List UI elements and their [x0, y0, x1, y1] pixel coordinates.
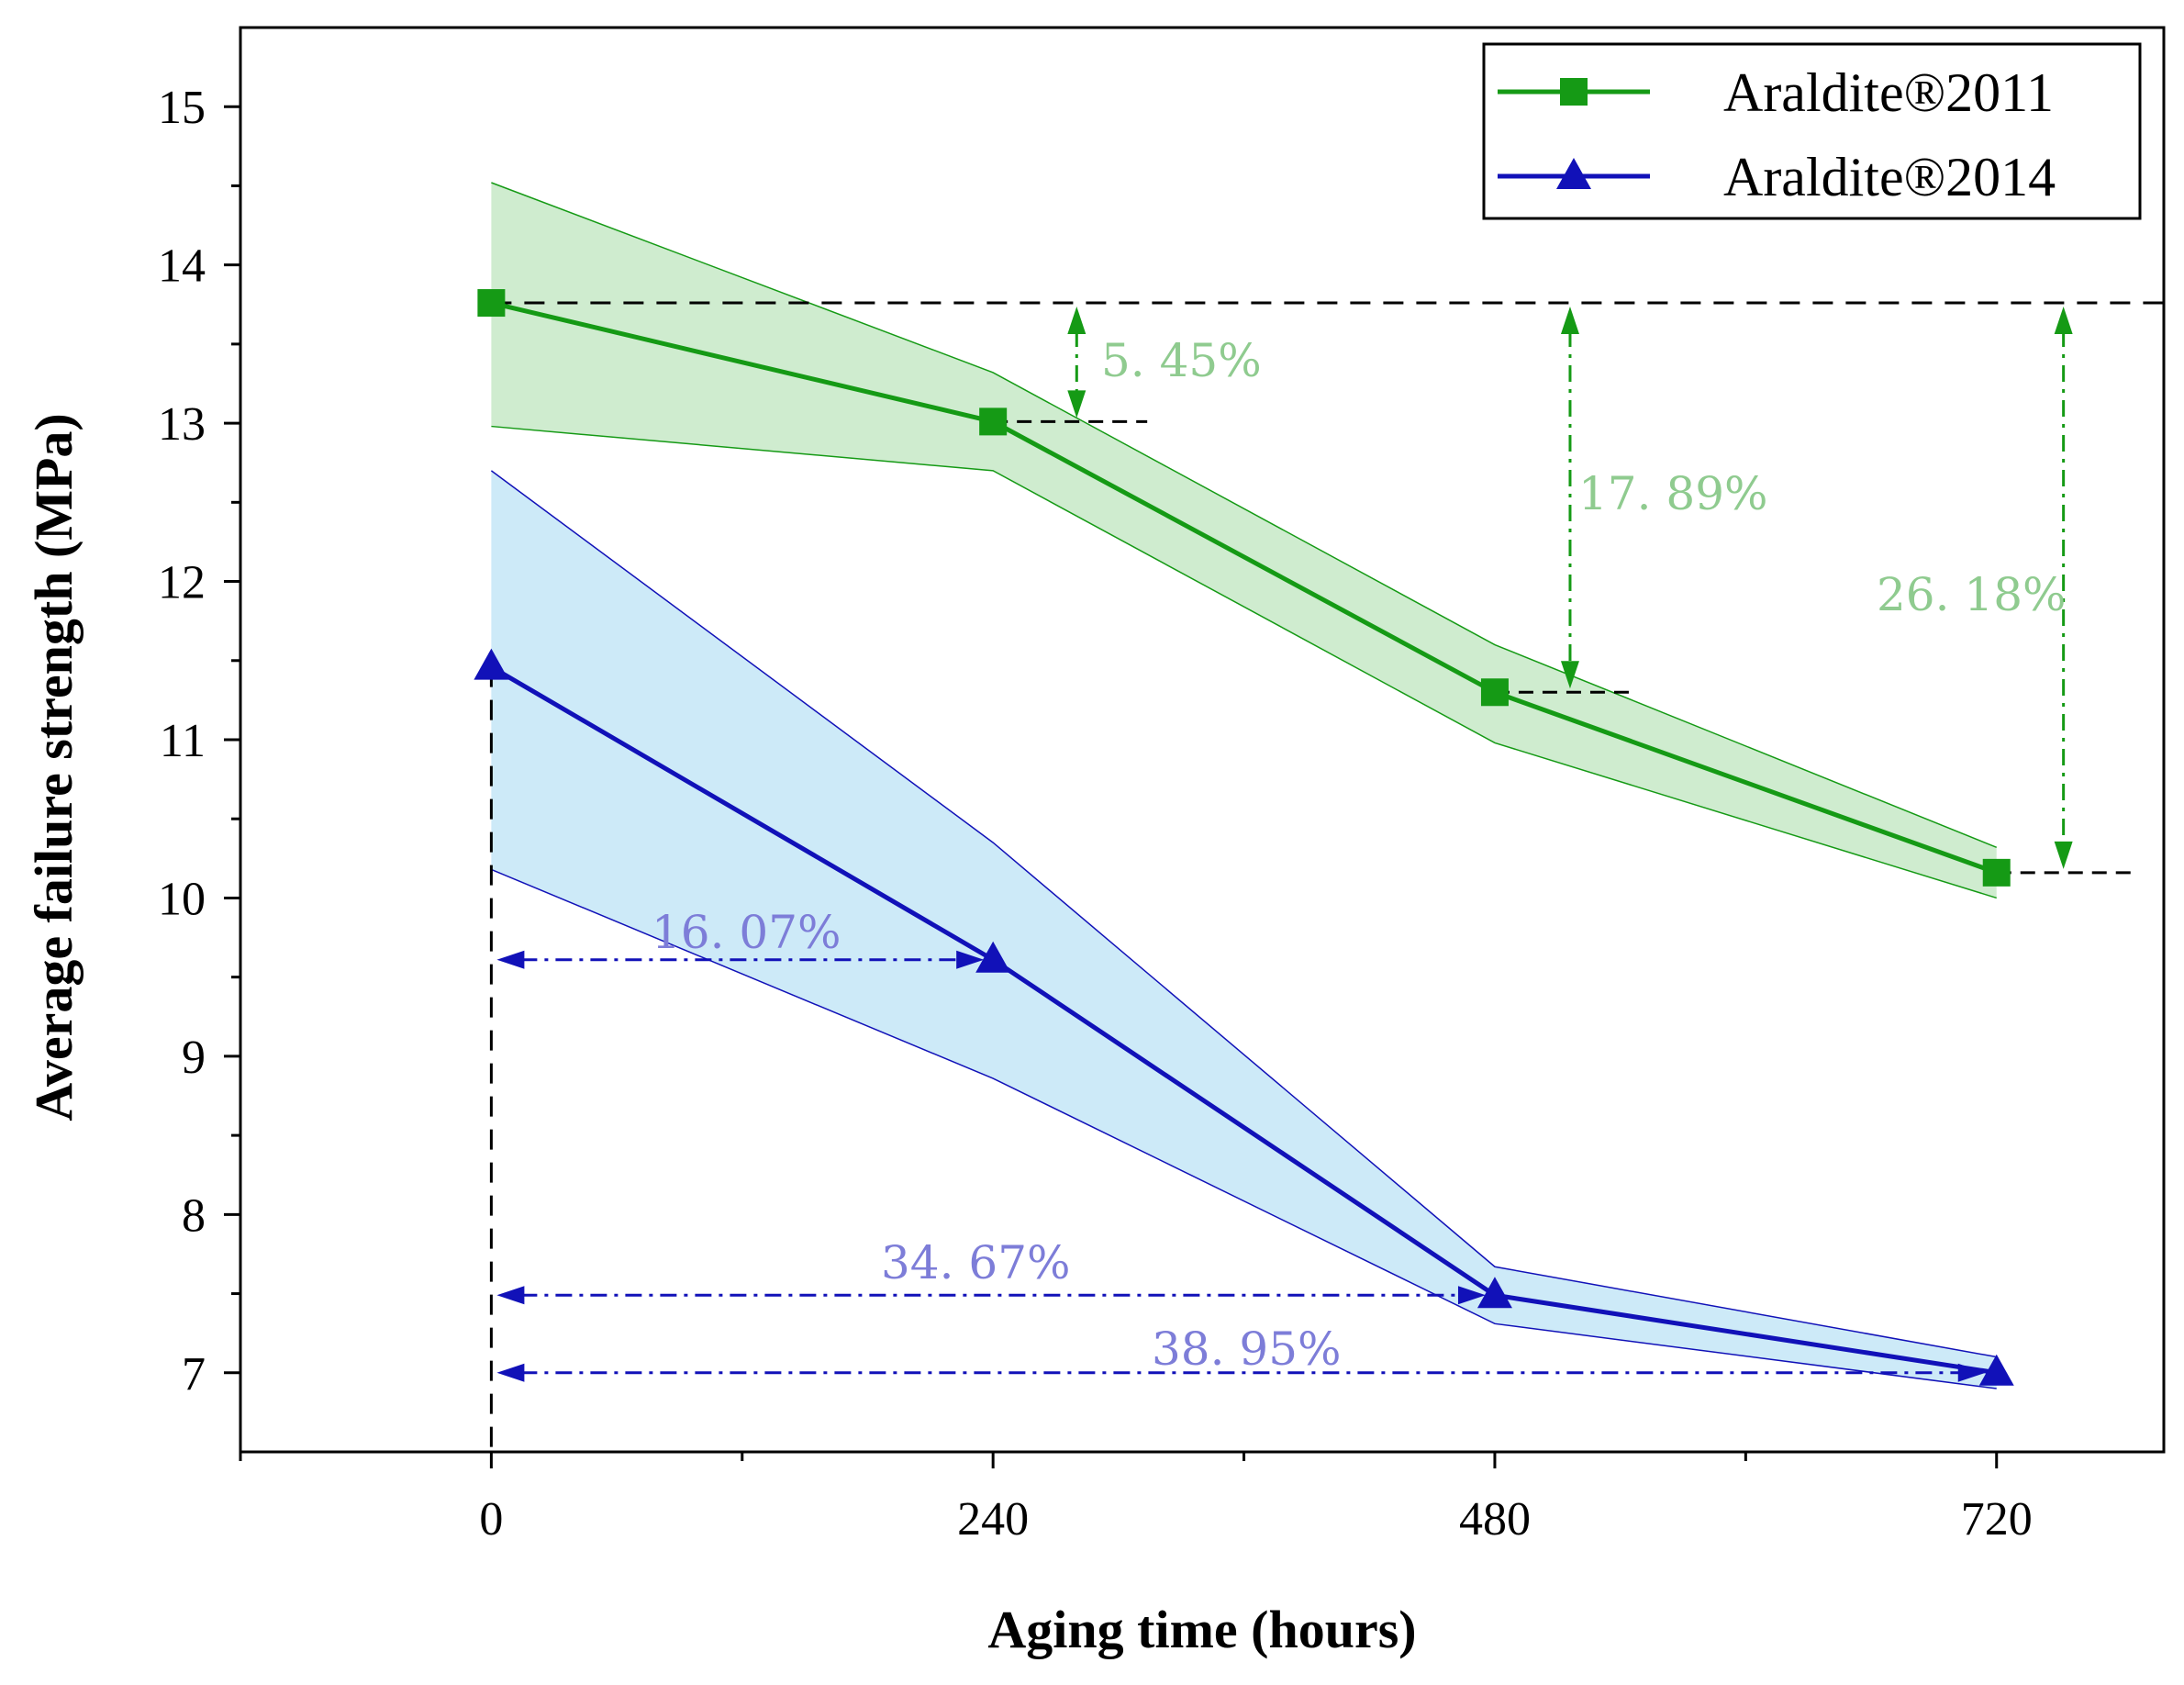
data-point-triangle: [1978, 1354, 2014, 1386]
legend-label-1: Araldite®2011: [1723, 62, 2054, 123]
band-lower-1: [491, 425, 1997, 899]
data-point-triangle: [975, 941, 1011, 973]
band-lower-2: [491, 868, 1997, 1389]
arrow-head: [496, 1363, 525, 1382]
y-tick-label: 13: [158, 398, 206, 451]
data-point-square: [477, 289, 506, 318]
band-upper-2: [490, 470, 1997, 1358]
band-2: [491, 470, 1997, 1389]
y-axis-title: Average failure strength (MPa): [24, 413, 84, 1121]
arrow-head: [1457, 1286, 1486, 1305]
y-tick-label: 8: [182, 1189, 206, 1242]
legend-marker-square: [1560, 78, 1588, 106]
y-tick-label: 12: [158, 557, 206, 609]
data-point-square: [1480, 678, 1509, 707]
y-tick-label: 7: [182, 1348, 206, 1400]
y-tick-label: 11: [160, 715, 206, 767]
y-tick-label: 10: [158, 873, 206, 925]
legend: Araldite®2011 Araldite®2014: [1482, 42, 2142, 220]
arrow-head: [496, 1286, 525, 1305]
arrow-head: [1067, 390, 1086, 418]
annotation-label-2011: 26. 18%: [1877, 568, 2067, 621]
arrow-head: [2054, 307, 2073, 335]
band-1: [491, 182, 1997, 898]
series-lines: [490, 300, 1998, 1376]
legend-marker-triangle: [1556, 158, 1591, 189]
annotation-label-2014: 34. 67%: [881, 1236, 1071, 1289]
x-tick-label: 480: [1459, 1493, 1531, 1546]
x-tick-label: 0: [479, 1493, 503, 1546]
data-point-triangle: [474, 648, 509, 680]
data-point-triangle: [1476, 1277, 1512, 1309]
annotation-guides: [489, 301, 2164, 1452]
series-markers: [474, 289, 2014, 1386]
annotation-label-2011: 17. 89%: [1578, 467, 1768, 520]
x-axis-title: Aging time (hours): [987, 1600, 1416, 1659]
annotation-labels: 5. 45% 17. 89% 26. 18% 16. 07% 34. 67% 38. 95…: [652, 334, 2067, 1376]
annotation-label-2011: 5. 45%: [1101, 334, 1262, 387]
band-upper-1: [491, 182, 1998, 848]
arrow-head: [1067, 307, 1086, 335]
axes: 7 8 9 10 11 12 13 14 15 0 240 480 720: [158, 26, 2166, 1546]
series-line-1: [490, 300, 1998, 876]
annotation-label-2014: 38. 95%: [1152, 1322, 1342, 1376]
arrow-head: [2054, 841, 2073, 869]
arrow-head: [496, 950, 525, 969]
x-tick-label: 720: [1961, 1493, 2033, 1546]
arrow-head: [956, 950, 985, 969]
legend-box: [1482, 42, 2142, 220]
y-tick-label: 15: [158, 82, 206, 134]
x-tick-label: 240: [957, 1493, 1029, 1546]
arrow-head: [1560, 307, 1579, 335]
y-tick-label: 14: [158, 240, 206, 293]
arrow-head: [1560, 661, 1579, 689]
series-line-2: [490, 664, 1998, 1376]
y-tick-label: 9: [182, 1032, 206, 1084]
confidence-bands: [490, 182, 1998, 1389]
annotation-label-2014: 16. 07%: [652, 906, 841, 959]
data-point-square: [1982, 858, 2011, 887]
legend-label-2: Araldite®2014: [1723, 147, 2056, 207]
data-point-square: [979, 407, 1008, 436]
